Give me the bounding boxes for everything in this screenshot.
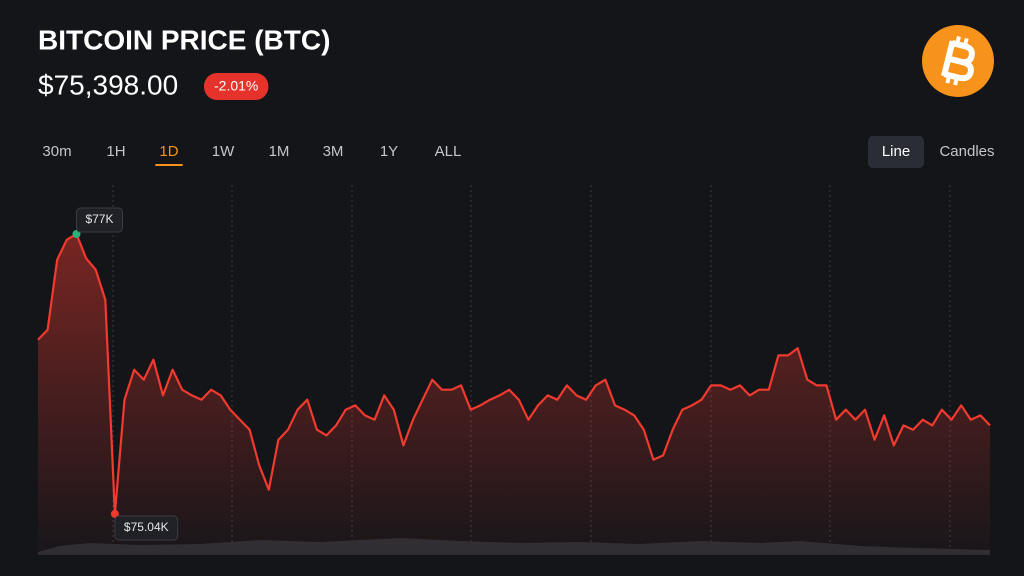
point-label-text: $75.04K bbox=[124, 520, 169, 534]
tab[interactable]: ALL bbox=[435, 143, 462, 160]
point-label-box bbox=[75, 207, 123, 233]
tab[interactable]: 1W bbox=[212, 143, 235, 160]
tab-underline bbox=[155, 164, 183, 166]
toggle-active-bg bbox=[868, 136, 924, 168]
tab[interactable]: 1M bbox=[269, 143, 290, 160]
tab[interactable]: 3M bbox=[323, 143, 344, 160]
point-label-text: $77K bbox=[85, 212, 113, 226]
price-line bbox=[37, 232, 991, 516]
tab[interactable]: 30m bbox=[42, 143, 71, 160]
plot: $77K $75.04K bbox=[37, 207, 991, 555]
tabs: 30m 1H 1D 1W 1M 3M 1Y ALL bbox=[42, 143, 461, 166]
tab[interactable]: 1Y bbox=[380, 143, 398, 160]
vertical-guides bbox=[112, 185, 951, 555]
tab[interactable]: 1D bbox=[159, 143, 178, 160]
line-area bbox=[38, 234, 990, 555]
price: $75,398.00 bbox=[38, 69, 178, 100]
point-label: $75.04K bbox=[114, 515, 179, 541]
view-toggle: Line Candles bbox=[882, 143, 995, 160]
change-text: -2.01% bbox=[214, 78, 258, 94]
point-label-box bbox=[114, 515, 179, 541]
logo-glyph bbox=[941, 36, 975, 86]
toggle-option[interactable]: Line bbox=[882, 143, 910, 160]
point-label: $77K bbox=[75, 207, 123, 233]
title: BITCOIN PRICE (BTC) bbox=[38, 24, 330, 55]
toggle-option[interactable]: Candles bbox=[939, 143, 994, 160]
tab[interactable]: 1H bbox=[106, 143, 125, 160]
change-badge bbox=[204, 73, 269, 100]
bitcoin-logo bbox=[922, 25, 994, 97]
